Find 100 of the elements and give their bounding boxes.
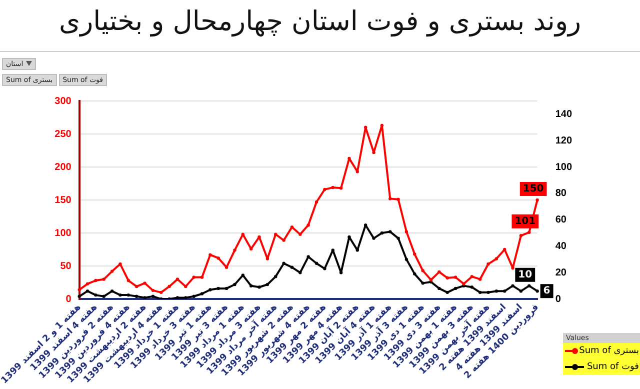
- point: [298, 271, 302, 274]
- data-label: 10: [518, 269, 532, 280]
- y-tick-label: 0: [66, 294, 72, 305]
- point: [314, 262, 318, 265]
- point: [224, 286, 228, 290]
- point: [94, 278, 98, 282]
- point: [282, 238, 286, 242]
- point: [102, 278, 106, 281]
- point: [519, 289, 523, 293]
- y2-tick-label: 20: [555, 267, 567, 278]
- point: [396, 236, 400, 240]
- data-label: 101: [514, 216, 536, 227]
- point: [511, 284, 514, 288]
- point: [151, 294, 155, 298]
- point: [78, 288, 81, 292]
- legend-label: Sum of بستری: [579, 346, 639, 356]
- y2-tick-label: 40: [555, 240, 567, 252]
- point: [323, 188, 326, 192]
- point: [323, 267, 326, 270]
- point: [184, 284, 188, 288]
- point: [339, 186, 343, 190]
- point: [494, 257, 498, 260]
- y-tick-label: 50: [60, 260, 72, 272]
- point: [282, 262, 286, 265]
- point: [519, 234, 523, 238]
- point: [356, 248, 359, 252]
- point: [446, 290, 449, 294]
- y-tick-label: 100: [54, 228, 72, 239]
- point: [241, 232, 245, 236]
- y2-tick-label: 60: [555, 214, 567, 226]
- point: [208, 253, 212, 256]
- point: [216, 286, 220, 290]
- point: [86, 282, 90, 286]
- point: [208, 288, 212, 292]
- point: [413, 272, 416, 276]
- point: [290, 225, 294, 229]
- point: [143, 282, 146, 285]
- data-label: 150: [522, 184, 544, 195]
- y2-tick-label: 80: [555, 188, 567, 200]
- y-tick-label: 200: [54, 162, 72, 173]
- point: [536, 289, 539, 293]
- point: [184, 296, 188, 300]
- point: [216, 256, 220, 260]
- point: [396, 198, 400, 201]
- point: [160, 290, 163, 294]
- point: [306, 255, 310, 258]
- point: [454, 276, 458, 279]
- point: [126, 278, 130, 282]
- point: [380, 231, 384, 235]
- point: [298, 232, 302, 236]
- point: [404, 258, 408, 262]
- point: [258, 286, 261, 289]
- point: [339, 271, 343, 274]
- point: [290, 266, 294, 269]
- point: [233, 282, 236, 286]
- point: [372, 236, 376, 240]
- point: [454, 286, 458, 290]
- point: [404, 230, 408, 234]
- point: [421, 282, 424, 285]
- point: [274, 274, 278, 278]
- y-tick-label: 300: [54, 96, 72, 107]
- y-tick-label: 150: [54, 194, 72, 206]
- y-tick-label: 250: [54, 128, 72, 140]
- point: [274, 232, 278, 236]
- point: [478, 278, 482, 281]
- legend-label: Sum of فوت: [586, 362, 639, 372]
- point: [126, 293, 130, 297]
- point: [78, 294, 81, 298]
- point: [421, 269, 424, 272]
- point: [438, 286, 441, 290]
- point: [331, 248, 334, 252]
- point: [143, 296, 146, 300]
- point: [413, 252, 416, 256]
- point: [134, 284, 138, 288]
- point: [528, 284, 531, 288]
- point: [494, 289, 498, 293]
- point: [528, 230, 531, 234]
- point: [364, 223, 368, 227]
- point: [168, 284, 171, 288]
- point: [151, 288, 155, 292]
- data-label: 6: [543, 286, 550, 297]
- y2-tick-label: 120: [555, 135, 572, 146]
- y2-tick-label: 140: [555, 108, 572, 120]
- point: [200, 292, 204, 296]
- point: [486, 262, 490, 266]
- point: [86, 289, 90, 293]
- point: [470, 286, 474, 289]
- point: [348, 235, 351, 239]
- point: [314, 200, 318, 204]
- y2-tick-label: 100: [555, 162, 572, 173]
- point: [102, 294, 106, 298]
- point: [200, 276, 204, 279]
- point: [486, 290, 490, 294]
- point: [511, 266, 514, 270]
- point: [364, 126, 368, 130]
- point: [110, 270, 114, 273]
- chart-title: روند بستری و فوت استان چهارمحال و بختیاری: [58, 6, 582, 37]
- point: [380, 124, 384, 128]
- point: [478, 290, 482, 294]
- point: [192, 276, 196, 279]
